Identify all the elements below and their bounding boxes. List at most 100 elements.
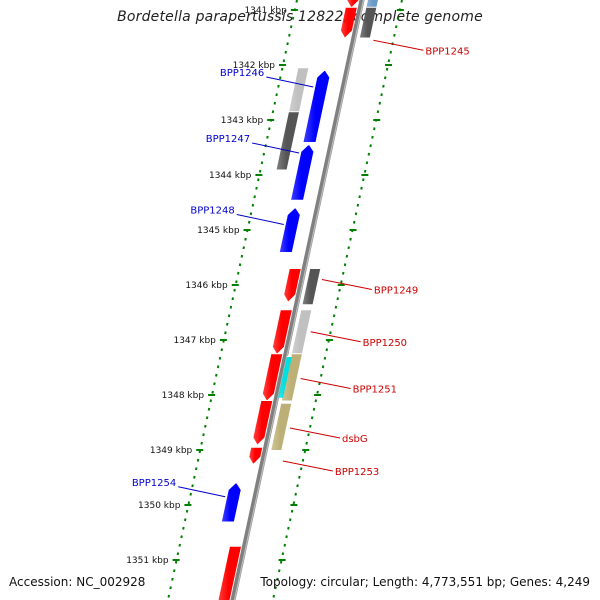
ring-dot <box>281 552 285 556</box>
gene-feature[interactable] <box>271 403 292 450</box>
gene-feature[interactable] <box>347 0 363 8</box>
kbp-tick-label: 1345 kbp <box>197 226 240 236</box>
ring-dot <box>383 76 387 80</box>
ring-dot <box>255 186 258 190</box>
gene-feature[interactable] <box>221 483 241 522</box>
gene-feature[interactable] <box>303 70 330 143</box>
gene-feature[interactable] <box>249 447 263 464</box>
gene-leader-line <box>282 460 333 472</box>
gene-label[interactable]: BPP1245 <box>425 46 469 57</box>
ring-dot <box>376 110 380 114</box>
gene-feature[interactable] <box>218 546 242 600</box>
ring-dot <box>287 526 290 530</box>
gene-feature[interactable] <box>281 353 302 401</box>
gene-feature[interactable] <box>359 7 377 38</box>
kbp-tick-label: 1348 kbp <box>162 391 205 401</box>
ring-dot <box>202 433 205 437</box>
gene-feature[interactable] <box>302 268 321 305</box>
gene-feature[interactable] <box>272 309 292 354</box>
gene-feature[interactable] <box>279 208 300 252</box>
gene-label[interactable]: BPP1250 <box>363 338 407 349</box>
ring-dot <box>380 93 383 97</box>
ring-dot <box>227 314 231 318</box>
gene-label[interactable]: BPP1254 <box>132 478 176 489</box>
ring-dot <box>180 535 183 539</box>
ring-dot <box>363 169 367 173</box>
ring-dot <box>345 254 349 258</box>
ring-dot <box>225 322 229 326</box>
ring-dot <box>341 271 345 275</box>
ring-dot <box>378 101 382 105</box>
ring-dot <box>278 76 282 80</box>
ring-dot <box>284 50 288 54</box>
gene-leader-line <box>236 214 284 225</box>
ring-dot <box>393 33 396 37</box>
gene-feature[interactable] <box>291 144 314 200</box>
gene-feature[interactable] <box>253 400 273 445</box>
gene-feature[interactable] <box>284 268 301 302</box>
ring-dot <box>318 382 321 386</box>
ring-dot <box>207 407 211 411</box>
gene-label[interactable]: BPP1248 <box>190 206 234 217</box>
ring-dot <box>273 101 277 105</box>
ring-dot <box>305 441 308 445</box>
ring-dot <box>343 263 347 267</box>
gene-feature[interactable] <box>366 0 381 8</box>
ring-dot <box>336 297 340 301</box>
ring-dot <box>296 484 299 488</box>
gene-leader-line <box>373 39 424 51</box>
gene-feature[interactable] <box>289 67 309 112</box>
kbp-tick-label: 1344 kbp <box>209 171 252 181</box>
ring-dot <box>220 348 224 352</box>
ring-dot <box>295 0 298 3</box>
ring-dot <box>231 297 235 301</box>
ring-dot <box>249 212 253 216</box>
ring-dot <box>330 322 334 326</box>
ring-dot <box>286 42 289 46</box>
ring-dot <box>260 161 264 165</box>
ring-dot <box>271 110 275 114</box>
gene-feature[interactable] <box>340 7 357 38</box>
ring-dot <box>334 305 338 309</box>
ring-dot <box>340 280 343 284</box>
ring-dot <box>167 594 171 598</box>
gene-leader-line <box>266 76 314 88</box>
ring-dot <box>272 594 276 598</box>
ring-dot <box>292 501 296 505</box>
ring-dot <box>200 441 203 445</box>
ring-dot <box>358 195 361 199</box>
ring-dot <box>268 127 271 131</box>
ring-dot <box>288 33 291 37</box>
gene-feature[interactable] <box>278 356 292 398</box>
ring-dot <box>294 492 297 496</box>
ring-dot <box>242 246 245 250</box>
gene-feature[interactable] <box>276 111 299 170</box>
gene-label[interactable]: BPP1249 <box>374 286 418 297</box>
ring-dot <box>312 407 316 411</box>
gene-feature[interactable] <box>262 353 283 401</box>
gene-feature[interactable] <box>291 309 312 354</box>
gene-label[interactable]: BPP1253 <box>335 467 379 478</box>
gene-label[interactable]: dsbG <box>342 434 368 445</box>
ring-dot <box>277 569 281 573</box>
gene-leader-line <box>300 378 351 389</box>
ring-dot <box>385 67 389 71</box>
ring-dot <box>367 152 371 156</box>
gene-label[interactable]: BPP1246 <box>220 68 264 79</box>
ring-dot <box>185 509 189 513</box>
ring-dot <box>332 314 336 318</box>
kbp-tick-label: 1351 kbp <box>126 556 169 566</box>
ring-dot <box>183 518 187 522</box>
ring-dot <box>352 220 356 224</box>
kbp-tick-label: 1349 kbp <box>150 446 193 456</box>
ring-dot <box>266 135 269 139</box>
kbp-tick-label: 1346 kbp <box>185 281 228 291</box>
gene-label[interactable]: BPP1251 <box>353 385 397 396</box>
kbp-tick-label: 1350 kbp <box>138 501 181 511</box>
ring-dot <box>274 586 277 590</box>
ring-dot <box>262 152 266 156</box>
gene-labels: BPP1245 BPP1246 BPP1247 BPP1248 BPP1249 BPP12… <box>132 39 470 498</box>
ring-dot <box>299 467 303 471</box>
gene-label[interactable]: BPP1247 <box>206 134 250 145</box>
